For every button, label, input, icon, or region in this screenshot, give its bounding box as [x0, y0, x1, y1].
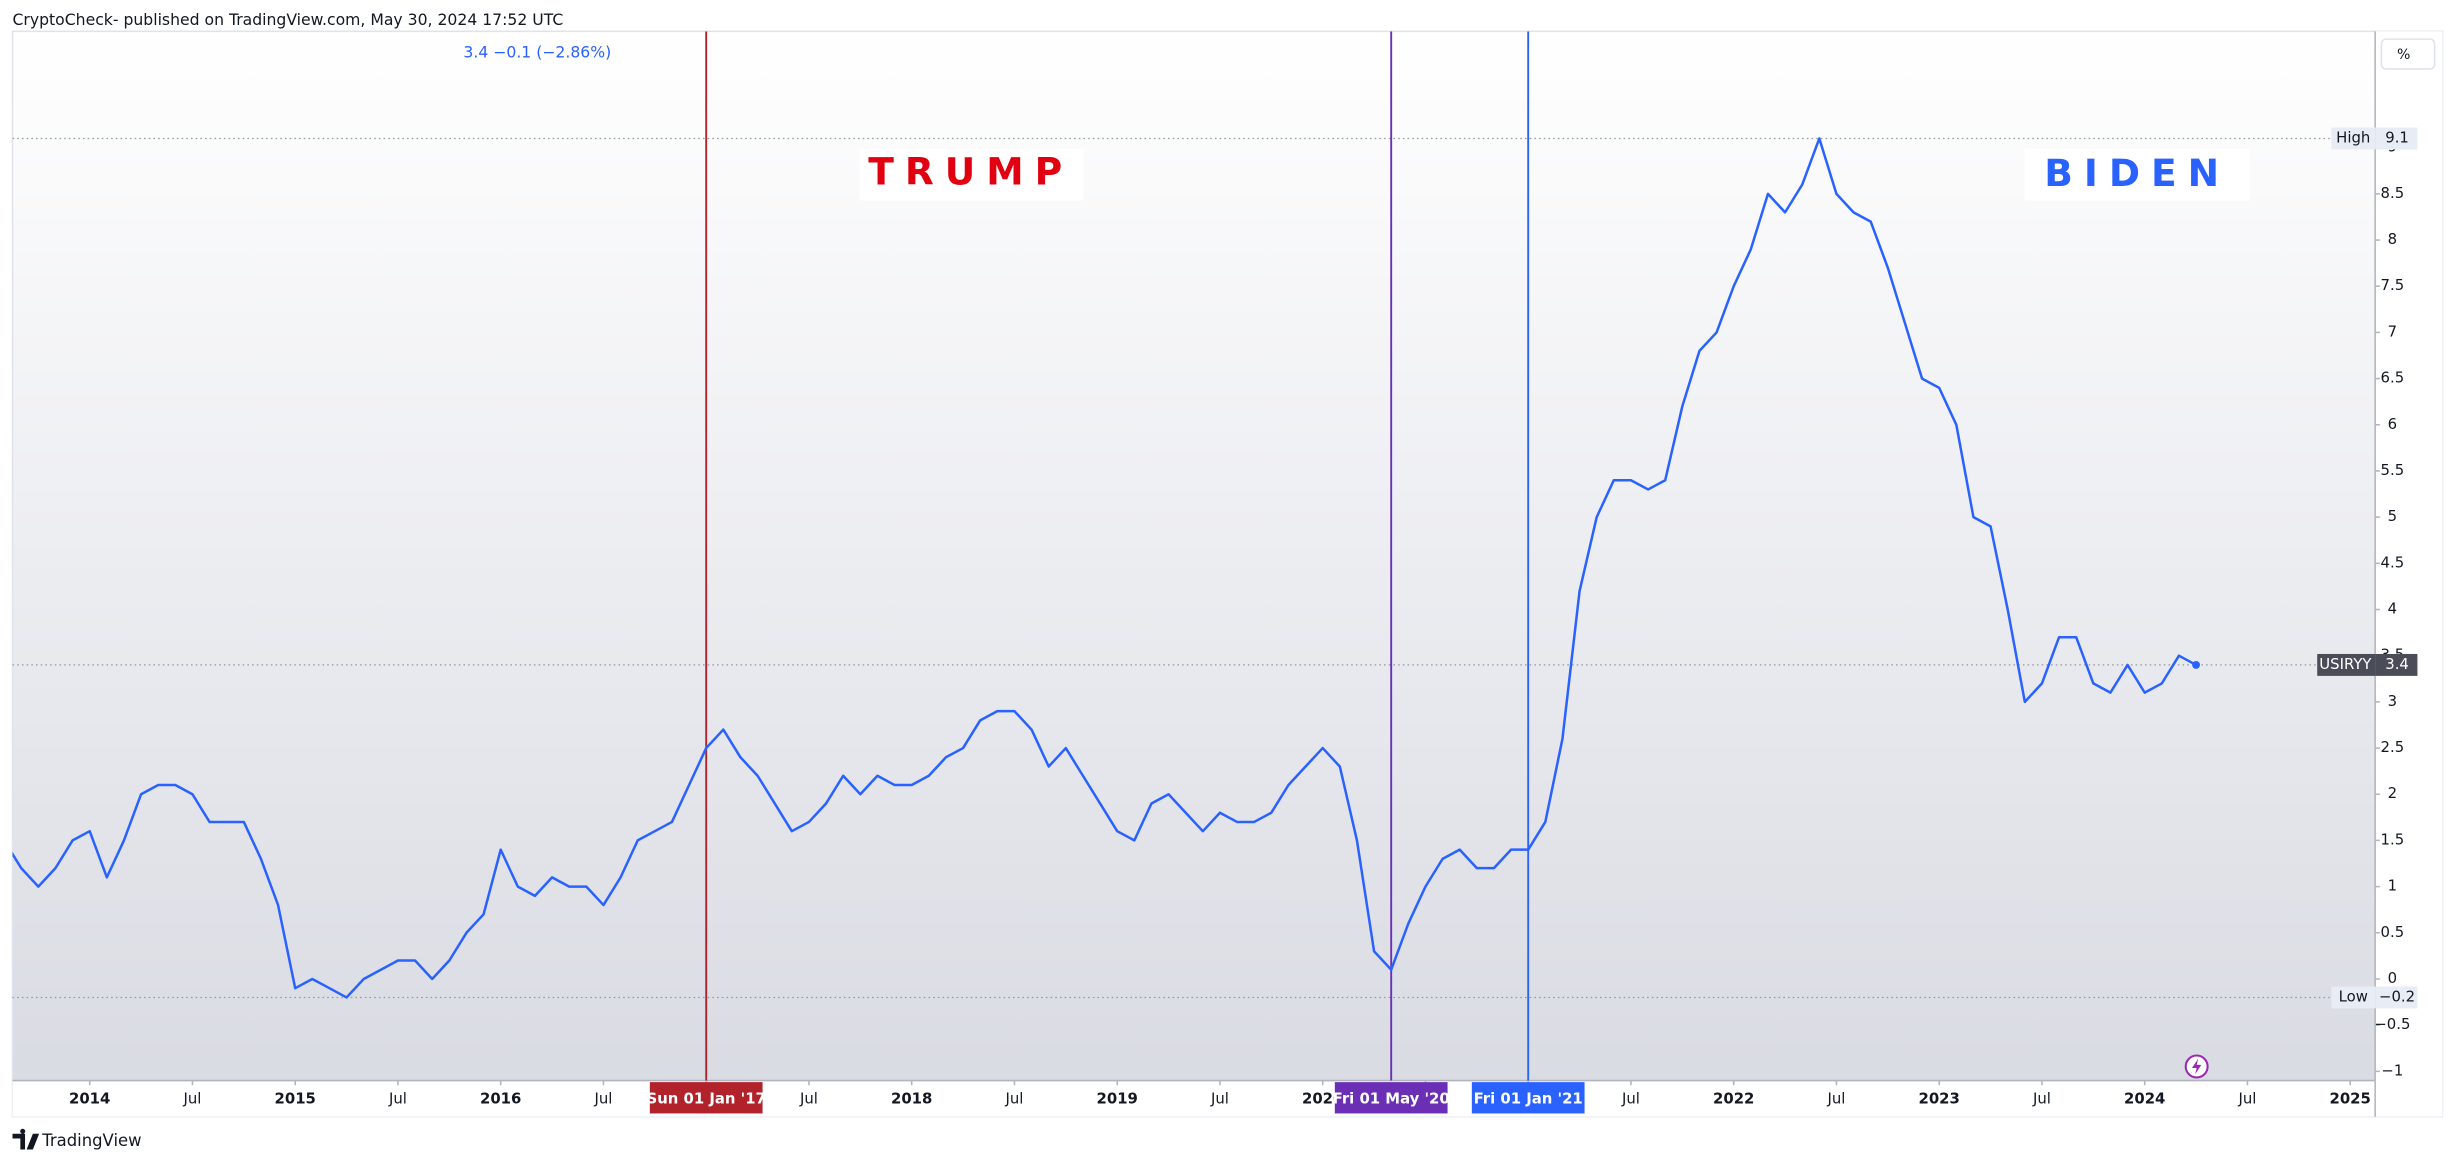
- x-tick-label: Jul: [1826, 1089, 1845, 1107]
- high-tag-label: High: [2336, 128, 2370, 146]
- scale-button[interactable]: [2380, 38, 2436, 70]
- y-tick-label: 7: [2388, 322, 2397, 340]
- x-tick-label: Jul: [182, 1089, 201, 1107]
- y-tick-label: 8: [2388, 230, 2397, 248]
- annotation-box: [2024, 148, 2250, 201]
- x-tick-label: 2024: [2124, 1089, 2165, 1107]
- y-tick-label: 2.5: [2381, 738, 2405, 756]
- low-tag-value: −0.2: [2379, 987, 2415, 1005]
- event-badge: [1334, 1082, 1448, 1114]
- last-tag-bg: [2375, 653, 2418, 676]
- x-tick-label: Jul: [1004, 1089, 1023, 1107]
- legend: 3.4 −0.1 (−2.86%): [463, 43, 611, 62]
- last-point: [2192, 661, 2200, 669]
- y-tick-label: 0.5: [2381, 923, 2405, 941]
- y-tick-label: 8.5: [2381, 184, 2405, 202]
- footer: TradingView: [41, 1131, 141, 1150]
- low-tag-bg: [2375, 986, 2418, 1009]
- x-axis-band: [12, 1080, 2376, 1117]
- y-axis-band: [2375, 31, 2443, 1117]
- plot-area: [12, 31, 2376, 1081]
- last-tag-label: USIRYY: [2319, 655, 2372, 673]
- low-tag-label: Low: [2339, 987, 2368, 1005]
- high-tag-label-bg: [2331, 127, 2376, 150]
- y-tick-label: 0: [2388, 969, 2397, 987]
- annotation: BIDEN: [2044, 151, 2230, 195]
- x-tick-label: Jul: [593, 1089, 612, 1107]
- x-tick-label: 2019: [1097, 1089, 1138, 1107]
- x-tick-label: Jul: [2032, 1089, 2051, 1107]
- header: CryptoCheck- published on TradingView.co…: [13, 10, 564, 29]
- y-tick-label: −0.5: [2374, 1015, 2410, 1033]
- event-badge-label: Fri 01 May '20: [1333, 1089, 1450, 1107]
- alert-icon-bolt: [2191, 1058, 2202, 1075]
- x-tick-label: 2025: [2330, 1089, 2371, 1107]
- x-tick-label: Jul: [1621, 1089, 1640, 1107]
- x-tick-label: 2016: [480, 1089, 521, 1107]
- x-tick-label: Jul: [388, 1089, 407, 1107]
- event-badge-label: Sun 01 Jan '17: [646, 1089, 765, 1107]
- y-tick-label: 4.5: [2381, 553, 2405, 571]
- x-tick-label: Jul: [2237, 1089, 2256, 1107]
- x-tick-label: Jul: [1210, 1089, 1229, 1107]
- event-badge: [1471, 1082, 1585, 1114]
- y-tick-label: 2: [2388, 784, 2397, 802]
- annotation: TRUMP: [868, 149, 1073, 193]
- y-tick-label: −1: [2381, 1061, 2403, 1079]
- x-tick-label: 2015: [275, 1089, 316, 1107]
- x-tick-label: 2020: [1302, 1089, 1343, 1107]
- series-line: [12, 137, 2197, 999]
- x-tick-label: Jul: [799, 1089, 818, 1107]
- y-tick-label: 7.5: [2381, 276, 2405, 294]
- x-tick-label: 2018: [891, 1089, 932, 1107]
- y-tick-label: 3: [2388, 692, 2397, 710]
- last-tag-label-bg: [2317, 653, 2376, 676]
- last-tag-value: 3.4: [2385, 655, 2409, 673]
- event-badge: [649, 1082, 763, 1114]
- y-tick-label: 1: [2388, 877, 2397, 895]
- annotation-box: [859, 148, 1084, 201]
- y-tick-label: 1.5: [2381, 830, 2405, 848]
- x-tick-label: 2022: [1713, 1089, 1754, 1107]
- footer-logo: [12, 1128, 40, 1150]
- x-tick-label: 2014: [69, 1089, 110, 1107]
- scale-button-label[interactable]: %: [2397, 47, 2410, 63]
- y-tick-label: 5.5: [2381, 461, 2405, 479]
- event-badge-label: Fri 01 Jan '21: [1474, 1089, 1583, 1107]
- high-tag-value: 9.1: [2385, 128, 2409, 146]
- x-tick-label: 2023: [1919, 1089, 1960, 1107]
- y-tick-label: 5: [2388, 507, 2397, 525]
- high-tag-bg: [2375, 127, 2418, 150]
- y-tick-label: 6.5: [2381, 369, 2405, 387]
- y-tick-label: 4: [2388, 600, 2397, 618]
- low-tag-label-bg: [2331, 986, 2376, 1009]
- y-tick-label: 6: [2388, 415, 2397, 433]
- chart-background: [11, 30, 2444, 1118]
